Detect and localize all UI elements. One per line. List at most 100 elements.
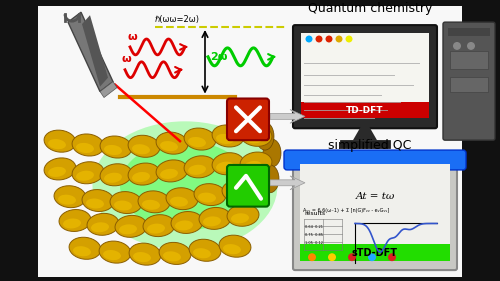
Ellipse shape [219,235,251,257]
Ellipse shape [143,215,175,237]
Circle shape [328,253,336,261]
Ellipse shape [128,163,160,185]
Bar [450,51,488,69]
Polygon shape [270,109,305,123]
Polygon shape [270,176,305,190]
Ellipse shape [184,128,216,150]
Ellipse shape [222,181,254,203]
Ellipse shape [198,192,216,203]
Ellipse shape [156,160,188,182]
Ellipse shape [44,158,76,180]
Text: results: results [304,210,325,216]
Ellipse shape [244,161,262,171]
Ellipse shape [261,165,279,193]
Ellipse shape [86,198,104,209]
Ellipse shape [170,197,188,207]
Text: ω: ω [128,32,138,42]
Ellipse shape [184,156,216,178]
Text: Aᵥᵥ = 6.6(ω₋1) + Σ [n(G)Fᵥᵥ - eᵥGᵥᵥ]: Aᵥᵥ = 6.6(ω₋1) + Σ [n(G)Fᵥᵥ - eᵥGᵥᵥ] [303,208,389,212]
Ellipse shape [114,201,132,210]
Ellipse shape [87,213,119,235]
FancyBboxPatch shape [443,22,495,140]
Ellipse shape [193,248,211,258]
Ellipse shape [226,189,244,200]
Ellipse shape [129,243,161,265]
Text: ω: ω [122,54,132,64]
Ellipse shape [132,172,150,182]
Circle shape [336,35,342,42]
Ellipse shape [203,216,221,226]
Ellipse shape [132,144,150,154]
Text: Quantum chemistry: Quantum chemistry [308,2,432,15]
Bar [448,28,490,36]
Ellipse shape [163,251,181,261]
Ellipse shape [188,165,206,175]
Ellipse shape [160,169,178,179]
Text: At = tω: At = tω [356,192,395,201]
Ellipse shape [223,244,241,254]
Ellipse shape [100,136,132,158]
Circle shape [453,42,461,50]
Ellipse shape [110,192,142,214]
Ellipse shape [120,141,250,230]
Polygon shape [68,12,113,92]
Text: 0.75  0.85: 0.75 0.85 [305,233,323,237]
Ellipse shape [59,210,91,232]
Ellipse shape [138,191,170,213]
Ellipse shape [240,124,272,146]
FancyBboxPatch shape [284,150,466,170]
Ellipse shape [166,188,198,210]
Ellipse shape [104,173,122,183]
Ellipse shape [58,195,76,205]
Ellipse shape [82,190,114,212]
Text: ℏ(ωω=2ω): ℏ(ωω=2ω) [155,15,200,24]
Ellipse shape [100,164,132,186]
Ellipse shape [147,224,165,234]
Bar [300,164,450,261]
Bar [450,77,488,92]
Ellipse shape [72,134,104,156]
Circle shape [308,253,316,261]
Ellipse shape [212,153,244,175]
Ellipse shape [99,241,131,263]
Bar [301,33,429,118]
Ellipse shape [104,145,122,155]
FancyBboxPatch shape [227,165,269,207]
Ellipse shape [63,218,81,228]
Ellipse shape [199,207,231,229]
Ellipse shape [128,135,160,157]
FancyBboxPatch shape [293,157,457,270]
Circle shape [306,35,312,42]
Ellipse shape [48,139,66,149]
Bar [340,140,390,148]
Ellipse shape [171,212,203,234]
Polygon shape [100,82,117,98]
Ellipse shape [160,141,178,151]
Ellipse shape [216,134,234,144]
Circle shape [348,253,356,261]
Ellipse shape [244,133,262,143]
Ellipse shape [156,132,188,154]
Ellipse shape [91,222,109,232]
Circle shape [346,35,352,42]
Ellipse shape [142,200,160,210]
Ellipse shape [212,125,244,147]
Ellipse shape [103,250,121,260]
Ellipse shape [133,252,151,262]
Text: 0.64  0.21: 0.64 0.21 [305,225,323,229]
Circle shape [467,42,475,50]
Ellipse shape [159,243,191,264]
Circle shape [316,35,322,42]
Polygon shape [82,15,108,87]
Text: 1.05  0.12: 1.05 0.12 [305,241,323,245]
Text: simplified QC: simplified QC [328,139,411,152]
Ellipse shape [92,121,278,250]
Text: 2ω: 2ω [210,52,228,62]
Bar [300,244,450,261]
Text: TD-DFT: TD-DFT [346,106,384,115]
Circle shape [388,253,396,261]
FancyBboxPatch shape [227,99,269,140]
Ellipse shape [72,162,104,184]
Ellipse shape [119,224,137,234]
Ellipse shape [69,237,101,259]
